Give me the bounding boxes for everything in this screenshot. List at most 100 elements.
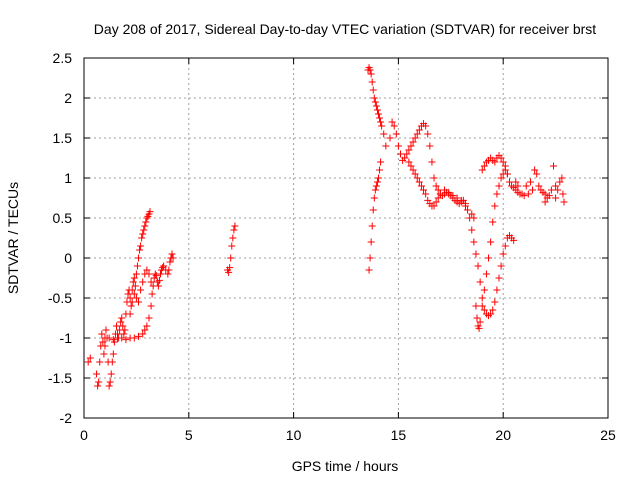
data-point: [165, 266, 173, 274]
data-point: [474, 262, 482, 270]
data-point: [453, 194, 461, 202]
data-point: [128, 298, 136, 306]
data-point: [495, 182, 503, 190]
data-point: [377, 158, 385, 166]
data-point: [130, 334, 138, 342]
data-point: [405, 146, 413, 154]
data-point: [147, 278, 155, 286]
data-point: [84, 358, 92, 366]
data-point: [93, 370, 101, 378]
x-tick-label: 0: [80, 427, 88, 443]
data-point: [497, 154, 505, 162]
data-point: [441, 186, 449, 194]
data-point: [493, 190, 501, 198]
data-point: [372, 102, 380, 110]
data-point: [432, 182, 440, 190]
data-point: [131, 282, 139, 290]
data-point: [141, 222, 149, 230]
data-point: [134, 332, 142, 340]
data-point: [168, 250, 176, 258]
data-point: [457, 196, 465, 204]
x-tick-label: 5: [185, 427, 193, 443]
data-point: [533, 170, 541, 178]
data-point: [129, 278, 137, 286]
data-point: [526, 178, 534, 186]
data-point: [432, 198, 440, 206]
plot-frame: [83, 57, 609, 419]
data-point: [373, 106, 381, 114]
data-point: [405, 158, 413, 166]
data-point: [472, 302, 480, 310]
data-point: [101, 342, 109, 350]
data-point: [480, 306, 488, 314]
data-point: [487, 238, 495, 246]
data-point: [489, 306, 497, 314]
data-point: [394, 142, 402, 150]
data-point: [371, 98, 379, 106]
data-point: [369, 206, 377, 214]
data-point: [524, 190, 532, 198]
data-point: [366, 254, 374, 262]
data-point: [374, 174, 382, 182]
data-point: [388, 118, 396, 126]
data-point: [430, 202, 438, 210]
data-point: [368, 222, 376, 230]
data-point: [476, 318, 484, 326]
grid-layer: [84, 58, 608, 418]
data-points: [84, 64, 568, 390]
data-point: [464, 206, 472, 214]
data-point: [480, 162, 488, 170]
data-point: [107, 370, 115, 378]
data-point: [497, 174, 505, 182]
data-point: [99, 338, 107, 346]
data-point: [558, 174, 566, 182]
data-point: [382, 142, 390, 150]
data-point: [126, 310, 134, 318]
data-point: [108, 358, 116, 366]
data-point: [157, 270, 165, 278]
data-point: [424, 130, 432, 138]
data-point: [126, 294, 134, 302]
data-point: [485, 254, 493, 262]
data-point: [392, 130, 400, 138]
data-point: [482, 270, 490, 278]
data-point: [501, 242, 509, 250]
data-point: [120, 330, 128, 338]
data-point: [371, 186, 379, 194]
chart-title: Day 208 of 2017, Sidereal Day-to-day VTE…: [94, 21, 596, 37]
data-point: [475, 324, 483, 332]
data-point: [228, 242, 236, 250]
data-point: [430, 174, 438, 182]
data-point: [407, 142, 415, 150]
x-tick-label: 10: [286, 427, 302, 443]
data-point: [231, 222, 239, 230]
data-point: [143, 266, 151, 274]
data-point: [106, 378, 114, 386]
data-point: [109, 336, 117, 344]
data-point: [128, 286, 136, 294]
data-point: [136, 246, 144, 254]
data-point: [510, 236, 518, 244]
data-point: [137, 242, 145, 250]
data-point: [378, 122, 386, 130]
data-point: [426, 142, 434, 150]
data-point: [445, 188, 453, 196]
y-tick-label: -1: [60, 330, 73, 346]
data-point: [373, 178, 381, 186]
data-point: [86, 354, 94, 362]
data-point: [370, 94, 378, 102]
data-point: [505, 178, 513, 186]
data-point: [386, 134, 394, 142]
data-point: [413, 130, 421, 138]
data-point: [132, 294, 140, 302]
data-point: [229, 234, 237, 242]
data-point: [145, 270, 153, 278]
data-point: [522, 182, 530, 190]
data-point: [122, 336, 130, 344]
x-tick-label: 25: [600, 427, 616, 443]
data-point: [547, 186, 555, 194]
data-point: [227, 254, 235, 262]
data-point: [137, 286, 145, 294]
data-point: [559, 190, 567, 198]
data-point: [105, 334, 113, 342]
